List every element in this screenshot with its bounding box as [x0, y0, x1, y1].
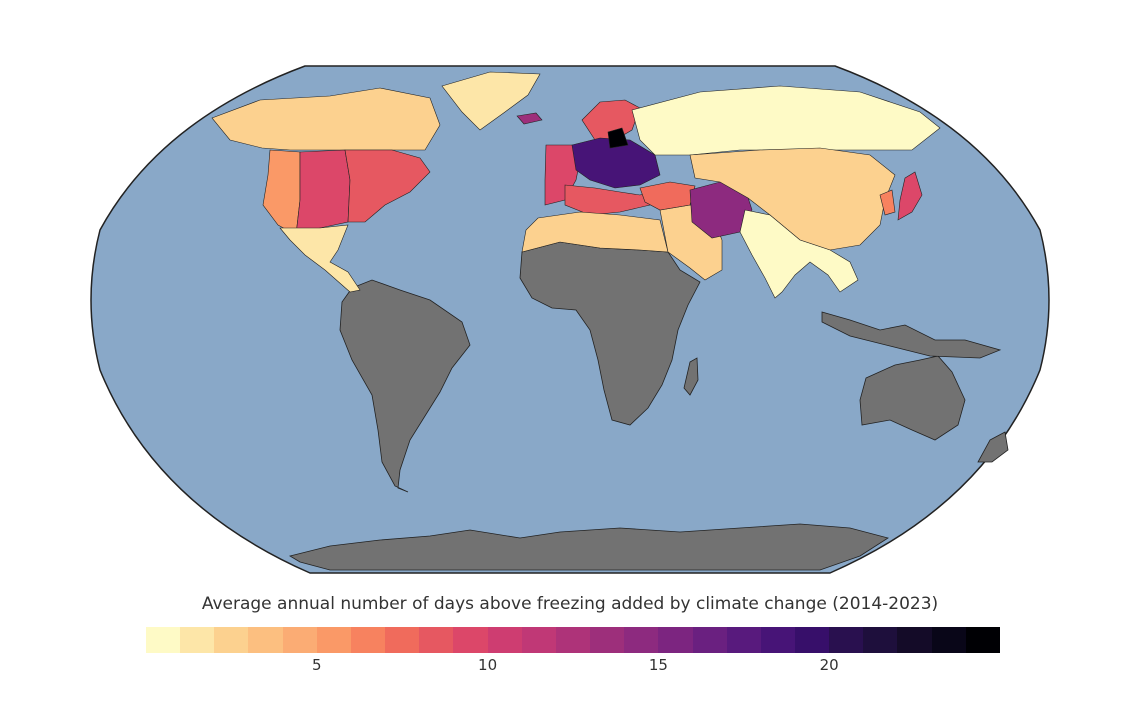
colorbar-swatch [693, 627, 727, 653]
legend-title: Average annual number of days above free… [0, 594, 1140, 614]
colorbar-swatch [488, 627, 522, 653]
colorbar-tick-label: 20 [820, 656, 839, 674]
colorbar-swatch [966, 627, 1000, 653]
north-africa [522, 212, 668, 252]
colorbar-ticks: 5 10 15 20 [146, 656, 1000, 680]
colorbar-swatch [317, 627, 351, 653]
colorbar-swatch [624, 627, 658, 653]
colorbar-swatch [897, 627, 931, 653]
colorbar [146, 627, 1000, 653]
colorbar-tick-label: 5 [312, 656, 322, 674]
colorbar-swatch [522, 627, 556, 653]
colorbar-swatch [146, 627, 180, 653]
central-united-states [296, 150, 350, 235]
colorbar-swatch [351, 627, 385, 653]
colorbar-swatch [214, 627, 248, 653]
colorbar-swatch [863, 627, 897, 653]
colorbar-swatch [795, 627, 829, 653]
colorbar-swatch [248, 627, 282, 653]
colorbar-swatch [829, 627, 863, 653]
colorbar-tick-label: 15 [649, 656, 668, 674]
world-map [0, 0, 1140, 590]
colorbar-swatch [727, 627, 761, 653]
colorbar-swatch [761, 627, 795, 653]
colorbar-swatch [453, 627, 487, 653]
colorbar-swatch [590, 627, 624, 653]
colorbar-swatch [385, 627, 419, 653]
colorbar-swatch [419, 627, 453, 653]
colorbar-swatch [658, 627, 692, 653]
colorbar-swatch [283, 627, 317, 653]
colorbar-tick-label: 10 [478, 656, 497, 674]
colorbar-swatch [932, 627, 966, 653]
colorbar-swatch [180, 627, 214, 653]
colorbar-swatch [556, 627, 590, 653]
